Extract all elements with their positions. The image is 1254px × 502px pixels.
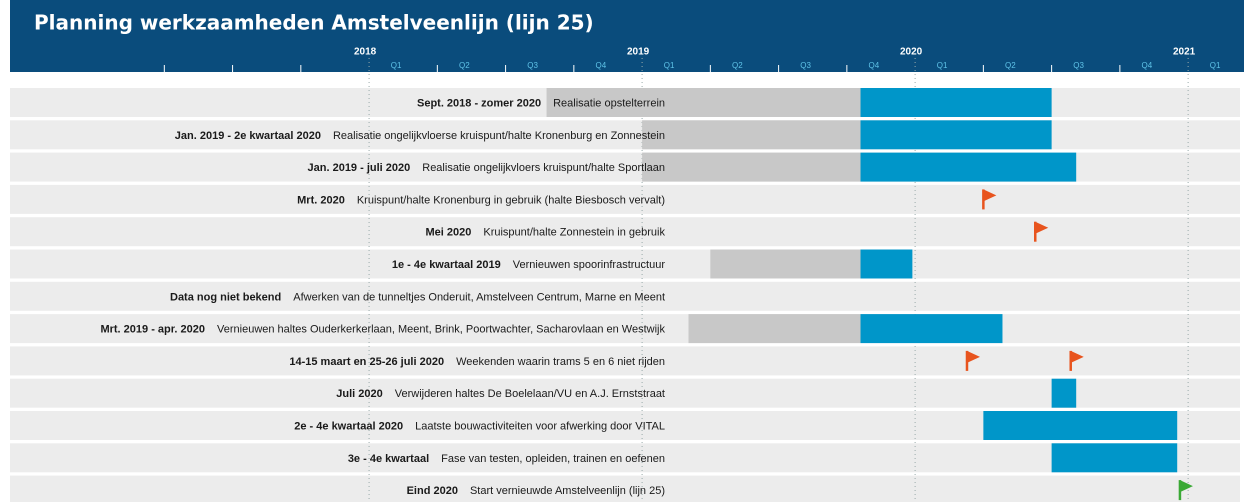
quarter-label: Q2	[732, 61, 743, 70]
quarter-label: Q1	[1210, 61, 1221, 70]
milestone-flag	[982, 189, 997, 210]
task-date: Mei 2020	[426, 227, 472, 239]
task-text: 14-15 maart en 25-26 juli 2020 Weekenden …	[289, 356, 665, 368]
quarter-label: Q3	[800, 61, 811, 70]
task-text: Jan. 2019 - juli 2020 Realisatie ongelijk…	[308, 162, 665, 174]
task-label: Start vernieuwde Amstelveenlijn (lijn 25…	[470, 485, 665, 497]
milestone-flag	[1178, 480, 1193, 501]
task-text: 2e - 4e kwartaal 2020 Laatste bouwactivit…	[294, 420, 665, 432]
milestone-flag	[1069, 350, 1084, 371]
quarter-label: Q1	[937, 61, 948, 70]
task-label: Afwerken van de tunneltjes Onderuit, Ams…	[293, 291, 665, 303]
quarter-label: Q3	[527, 61, 538, 70]
task-label: Realisatie ongelijkvloers kruispunt/halt…	[422, 162, 665, 174]
task-label: Weekenden waarin trams 5 en 6 niet rijde…	[456, 356, 665, 368]
task-text: Mrt. 2019 - apr. 2020 Vernieuwen haltes O…	[100, 324, 665, 336]
task-date: Sept. 2018 - zomer 2020	[417, 97, 541, 109]
milestone-flag	[965, 350, 980, 371]
quarter-label: Q1	[391, 61, 402, 70]
task-label: Verwijderen haltes De Boelelaan/VU en A.…	[395, 388, 665, 400]
bar	[1051, 443, 1178, 473]
task-date: Data nog niet bekend	[170, 291, 281, 303]
quarter-label: Q3	[1073, 61, 1084, 70]
task-text: Sept. 2018 - zomer 2020 Realisatie opstel…	[417, 97, 665, 109]
task-text: Jan. 2019 - 2e kwartaal 2020 Realisatie o…	[175, 130, 665, 142]
flag	[1179, 480, 1193, 493]
task-text: Juli 2020 Verwijderen haltes De Boelelaan…	[336, 388, 665, 400]
task-date: Jan. 2019 - 2e kwartaal 2020	[175, 130, 321, 142]
task-date: 2e - 4e kwartaal 2020	[294, 420, 403, 432]
flag	[1035, 221, 1049, 234]
task-date: Jan. 2019 - juli 2020	[308, 162, 411, 174]
task-date: 1e - 4e kwartaal 2019	[392, 259, 501, 271]
flag	[983, 189, 997, 202]
row-background	[10, 475, 1240, 502]
task-date: 14-15 maart en 25-26 juli 2020	[289, 356, 444, 368]
task-date: Mrt. 2019 - apr. 2020	[100, 324, 205, 336]
task-text: Eind 2020 Start vernieuwde Amstelveenlijn…	[407, 485, 665, 497]
row-background	[10, 281, 1240, 311]
bar	[1051, 378, 1077, 408]
task-text: 3e - 4e kwartaal Fase van testen, opleide…	[348, 453, 665, 465]
bar-past	[642, 152, 861, 182]
task-label: Fase van testen, opleiden, trainen en oe…	[441, 453, 665, 465]
task-label: Vernieuwen spoorinfrastructuur	[513, 259, 666, 271]
bar	[983, 411, 1178, 440]
row-background	[10, 346, 1240, 376]
task-label: Kruispunt/halte Zonnestein in gebruik	[483, 227, 665, 239]
bar	[860, 152, 1077, 182]
header	[10, 0, 1244, 72]
quarter-label: Q2	[1005, 61, 1016, 70]
row-background	[10, 314, 1240, 344]
task-label: Realisatie opstelterrein	[553, 97, 665, 109]
task-date: Mrt. 2020	[297, 194, 345, 206]
task-text: 1e - 4e kwartaal 2019 Vernieuwen spoorinf…	[392, 259, 665, 271]
quarter-label: Q1	[664, 61, 675, 70]
bar	[860, 249, 913, 279]
task-text: Mrt. 2020 Kruispunt/halte Kronenburg in g…	[297, 194, 665, 206]
flag	[1070, 350, 1084, 363]
task-label: Kruispunt/halte Kronenburg in gebruik (h…	[357, 194, 665, 206]
bar	[860, 314, 1003, 344]
row-background	[10, 378, 1240, 408]
milestone-flag	[1033, 221, 1049, 242]
bar-past	[642, 120, 861, 150]
row-background	[10, 443, 1240, 473]
task-date: Eind 2020	[407, 485, 458, 497]
flag	[966, 350, 980, 363]
task-label: Laatste bouwactiviteiten voor afwerking …	[415, 420, 665, 432]
task-label: Vernieuwen haltes Ouderkerkerlaan, Meent…	[217, 324, 665, 336]
quarter-label: Q2	[459, 61, 470, 70]
bar	[860, 120, 1052, 150]
quarter-label: Q4	[869, 61, 880, 70]
quarter-label: Q4	[1142, 61, 1153, 70]
bar-past	[546, 88, 861, 117]
row-background	[10, 249, 1240, 279]
task-text: Mei 2020 Kruispunt/halte Zonnestein in ge…	[426, 227, 666, 239]
task-date: Juli 2020	[336, 388, 382, 400]
x-tick-label: 2020	[900, 47, 923, 58]
x-tick-label: 2019	[627, 47, 650, 58]
bar	[860, 88, 1052, 117]
task-text: Data nog niet bekend Afwerken van de tunn…	[170, 291, 665, 303]
task-date: 3e - 4e kwartaal	[348, 453, 429, 465]
chart-title: Planning werkzaamheden Amstelveenlijn (l…	[34, 11, 594, 35]
task-label: Realisatie ongelijkvloerse kruispunt/hal…	[333, 130, 665, 142]
bar-past	[688, 314, 861, 344]
x-tick-label: 2021	[1173, 47, 1196, 58]
row-background	[10, 184, 1240, 214]
quarter-label: Q4	[596, 61, 607, 70]
x-tick-label: 2018	[354, 47, 377, 58]
bar-past	[710, 249, 861, 279]
